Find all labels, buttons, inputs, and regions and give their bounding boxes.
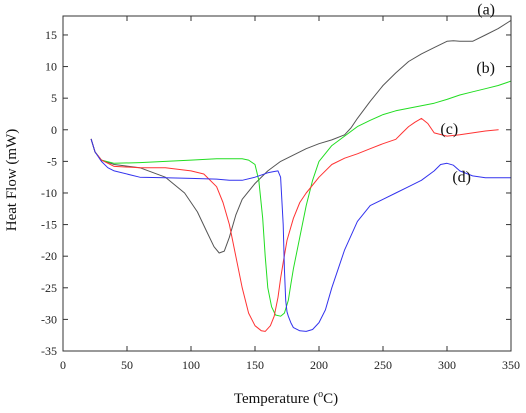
x-axis-title-main: Temperature ( xyxy=(234,391,318,407)
x-tick-label: 100 xyxy=(182,358,200,372)
x-axis-title: Temperature (oC) xyxy=(234,389,338,407)
series-label-3: (c) xyxy=(440,121,458,138)
x-axis-title-unit: C) xyxy=(323,391,338,407)
y-tick-label: -20 xyxy=(41,249,57,263)
x-tick-label: 250 xyxy=(374,358,392,372)
series-line-1 xyxy=(90,19,512,254)
y-tick-label: -10 xyxy=(41,186,57,200)
y-axis-title: Heat Flow (mW) xyxy=(4,129,20,231)
y-tick-label: 0 xyxy=(51,123,57,137)
series-label-1: (a) xyxy=(477,1,495,18)
x-tick-label: 350 xyxy=(502,358,520,372)
plot-frame xyxy=(62,15,512,352)
series-line-3 xyxy=(90,117,499,332)
series-line-2 xyxy=(90,80,512,317)
y-tick-label: -35 xyxy=(41,344,57,358)
y-tick-label: 5 xyxy=(51,91,57,105)
series-line-4 xyxy=(90,138,512,332)
x-axis-title-superscript: o xyxy=(318,389,323,400)
y-tick-label: -30 xyxy=(41,312,57,326)
x-tick-label: 0 xyxy=(60,358,66,372)
y-tick-label: 10 xyxy=(45,60,57,74)
y-tick-label: -15 xyxy=(41,218,57,232)
x-tick-label: 50 xyxy=(121,358,133,372)
series-label-4: (d) xyxy=(452,169,471,186)
y-tick-label: 15 xyxy=(45,28,57,42)
y-tick-label: -25 xyxy=(41,281,57,295)
x-tick-label: 200 xyxy=(310,358,328,372)
y-tick-label: -5 xyxy=(47,154,57,168)
series-label-2: (b) xyxy=(476,60,495,77)
x-tick-label: 150 xyxy=(246,358,264,372)
x-tick-label: 300 xyxy=(438,358,456,372)
